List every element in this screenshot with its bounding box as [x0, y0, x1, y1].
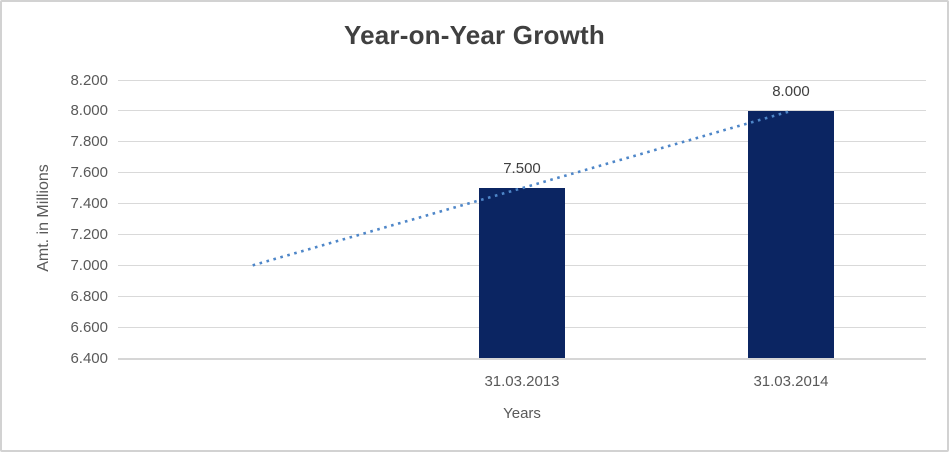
y-axis-tick-label: 8.000: [70, 102, 108, 119]
chart-title: Year-on-Year Growth: [344, 20, 605, 50]
y-axis-tick-label: 7.600: [70, 164, 108, 181]
y-axis-tick-label: 7.400: [70, 195, 108, 212]
x-axis-line: [118, 358, 926, 360]
bar: [479, 188, 565, 358]
bar-data-label: 8.000: [772, 83, 810, 100]
x-axis-category-label: 31.03.2013: [484, 373, 560, 390]
bar: [748, 111, 834, 358]
y-axis-title: Amt. in Millions: [35, 164, 52, 272]
y-axis-tick-label: 7.000: [70, 257, 108, 274]
x-axis-category-label: 31.03.2014: [753, 373, 829, 390]
x-axis-title: Years: [503, 405, 541, 422]
y-axis-tick-label: 7.800: [70, 133, 108, 150]
y-axis-tick-label: 7.200: [70, 226, 108, 243]
y-axis-tick-label: 6.600: [70, 319, 108, 336]
y-axis-tick-label: 6.800: [70, 288, 108, 305]
y-axis-tick-label: 8.200: [70, 72, 108, 89]
gridline: [118, 80, 926, 81]
bar-data-label: 7.500: [503, 160, 541, 177]
y-axis-tick-label: 6.400: [70, 350, 108, 367]
